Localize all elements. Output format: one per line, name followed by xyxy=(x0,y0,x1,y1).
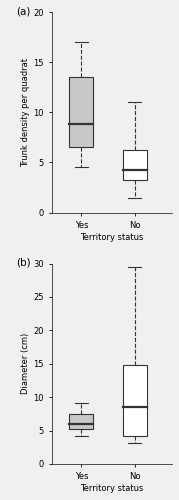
Y-axis label: Diameter (cm): Diameter (cm) xyxy=(21,333,30,394)
X-axis label: Territory status: Territory status xyxy=(80,232,144,241)
Bar xyxy=(123,365,147,436)
Text: (a): (a) xyxy=(16,6,31,16)
Bar xyxy=(123,150,147,180)
Y-axis label: Trunk density per quadrat: Trunk density per quadrat xyxy=(21,58,31,167)
Bar xyxy=(69,78,93,148)
Bar xyxy=(69,414,93,429)
X-axis label: Territory status: Territory status xyxy=(80,484,144,493)
Text: (b): (b) xyxy=(16,258,31,268)
